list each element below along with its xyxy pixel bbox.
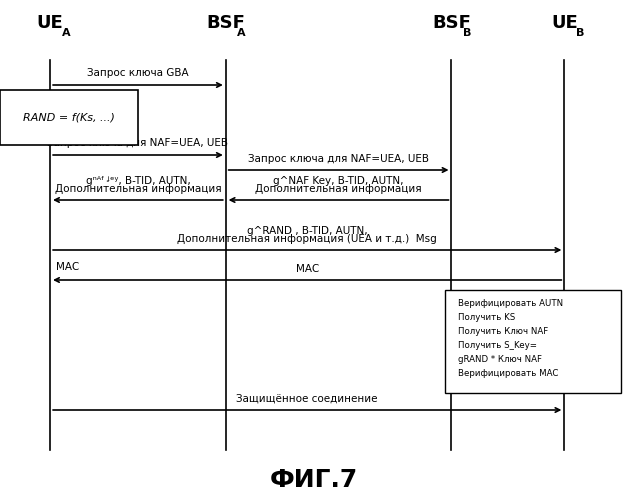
Text: B: B [576, 28, 584, 38]
Text: BSF: BSF [206, 14, 245, 32]
Text: MAC: MAC [295, 264, 319, 274]
Text: Дополнительная информация: Дополнительная информация [255, 184, 422, 194]
Text: Запрос ключа для NAF=UEA, UEB: Запрос ключа для NAF=UEA, UEB [248, 154, 429, 164]
Text: Запрос ключа для NAF=UEA, UEB: Запрос ключа для NAF=UEA, UEB [48, 138, 228, 148]
Text: gRAND * Ключ NAF: gRAND * Ключ NAF [458, 356, 542, 364]
Text: Верифицировать MAC: Верифицировать MAC [458, 370, 558, 378]
FancyBboxPatch shape [445, 290, 621, 392]
Text: BSF: BSF [432, 14, 471, 32]
Text: RAND = f(Ks, ...): RAND = f(Ks, ...) [23, 112, 115, 122]
Text: Дополнительная информация: Дополнительная информация [55, 184, 221, 194]
Text: A: A [61, 28, 70, 38]
Text: g^NAF Key, B-TID, AUTN,: g^NAF Key, B-TID, AUTN, [273, 176, 404, 186]
Text: MAC: MAC [56, 262, 80, 272]
Text: gⁿᴬᶠ ᶨᵉʸ, B-TID, AUTN,: gⁿᴬᶠ ᶨᵉʸ, B-TID, AUTN, [85, 176, 191, 186]
Text: UE: UE [37, 14, 63, 32]
Text: Запрос ключа GBA: Запрос ключа GBA [87, 68, 189, 78]
Text: Получить KS: Получить KS [458, 314, 515, 322]
FancyBboxPatch shape [0, 90, 138, 145]
Text: Дополнительная информация (UEA и т.д.)  Msg: Дополнительная информация (UEA и т.д.) M… [177, 234, 437, 243]
Text: UE: UE [551, 14, 577, 32]
Text: g^RAND , B-TID, AUTN,: g^RAND , B-TID, AUTN, [247, 226, 367, 236]
Text: Верифицировать AUTN: Верифицировать AUTN [458, 300, 563, 308]
Text: B: B [463, 28, 472, 38]
Text: Получить S_Key=: Получить S_Key= [458, 342, 537, 350]
Text: ФИГ.7: ФИГ.7 [270, 468, 357, 492]
Text: A: A [237, 28, 246, 38]
Text: Защищённое соединение: Защищённое соединение [236, 394, 378, 404]
Text: Получить Ключ NAF: Получить Ключ NAF [458, 328, 548, 336]
